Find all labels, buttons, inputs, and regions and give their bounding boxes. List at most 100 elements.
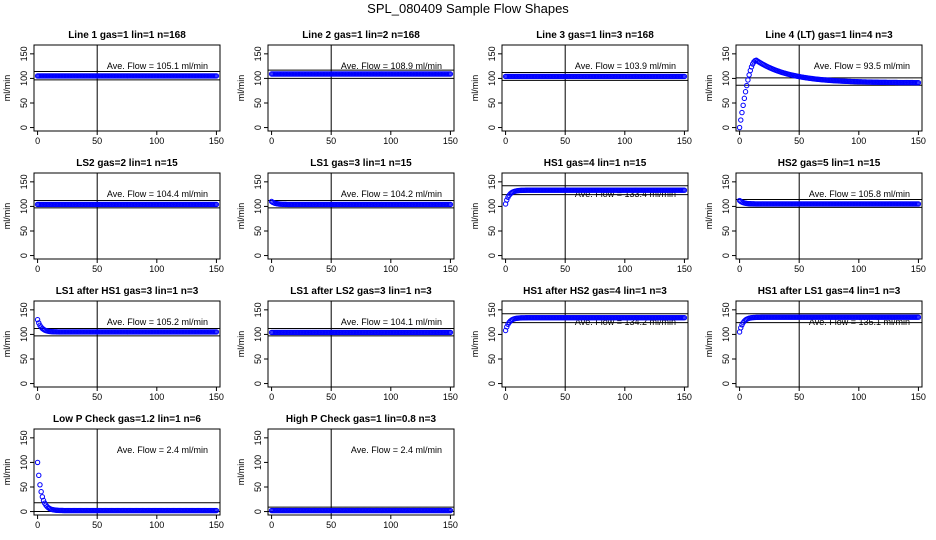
chart-panel: LS2 gas=2 lin=1 n=15 0 50 100 150 0 50 100 150 ml… <box>2 158 224 274</box>
data-point <box>504 324 510 330</box>
x-tick-label: 150 <box>209 264 224 274</box>
x-tick-label: 100 <box>149 264 164 274</box>
chart-panel: Line 1 gas=1 lin=1 n=168 0 50 100 150 0 50 100 1… <box>2 30 224 146</box>
chart-panel: HS1 after LS1 gas=4 lin=1 n=3 0 50 100 150 0 5… <box>704 286 926 402</box>
y-tick-label: 100 <box>253 71 263 86</box>
y-tick-label: 50 <box>19 226 29 236</box>
y-tick-label: 150 <box>721 174 731 189</box>
y-tick-label: 150 <box>487 174 497 189</box>
data-point <box>213 507 220 514</box>
data-point <box>915 201 922 207</box>
x-tick-label: 100 <box>383 392 398 402</box>
x-tick-label: 150 <box>209 392 224 402</box>
x-tick-label: 50 <box>794 392 804 402</box>
data-point <box>740 102 746 109</box>
average-flow-annotation: Ave. Flow = 134.2 ml/min <box>575 317 676 327</box>
y-tick-label: 0 <box>19 381 29 386</box>
data-point <box>738 117 744 123</box>
x-tick-label: 50 <box>794 264 804 274</box>
x-tick-label: 50 <box>92 520 102 530</box>
y-tick-label: 50 <box>721 226 731 236</box>
data-point <box>447 201 454 208</box>
data-point <box>681 187 688 193</box>
x-tick-label: 150 <box>677 136 692 146</box>
y-tick-label: 150 <box>253 174 263 189</box>
x-tick-label: 0 <box>269 264 274 274</box>
y-tick-label: 50 <box>721 98 731 108</box>
y-axis-label: ml/min <box>236 331 246 358</box>
x-tick-label: 150 <box>911 136 926 146</box>
chart-panel: HS1 after HS2 gas=4 lin=1 n=3 0 50 100 150 0 5… <box>470 286 692 402</box>
y-tick-label: 100 <box>487 327 497 342</box>
y-tick-label: 100 <box>19 327 29 342</box>
average-flow-annotation: Ave. Flow = 105.8 ml/min <box>809 189 910 199</box>
x-tick-label: 150 <box>443 520 458 530</box>
y-tick-label: 50 <box>19 482 29 492</box>
y-tick-label: 150 <box>253 302 263 317</box>
x-tick-label: 100 <box>617 392 632 402</box>
x-tick-label: 0 <box>269 392 274 402</box>
plot-frame <box>735 300 923 388</box>
y-tick-label: 150 <box>487 46 497 61</box>
y-tick-label: 0 <box>487 253 497 258</box>
y-tick-label: 150 <box>721 46 731 61</box>
plot-frame <box>267 172 455 260</box>
average-flow-annotation: Ave. Flow = 104.1 ml/min <box>341 317 442 327</box>
data-point <box>739 109 745 116</box>
y-tick-label: 100 <box>19 455 29 470</box>
y-tick-label: 100 <box>19 199 29 214</box>
x-tick-label: 0 <box>503 264 508 274</box>
data-point <box>40 497 47 504</box>
y-tick-label: 150 <box>253 430 263 445</box>
chart-panel: Low P Check gas=1.2 lin=1 n=6 0 50 100 150 0 5… <box>2 414 224 530</box>
x-tick-label: 150 <box>911 392 926 402</box>
average-flow-annotation: Ave. Flow = 135.1 ml/min <box>809 317 910 327</box>
y-axis-label: ml/min <box>704 331 714 358</box>
panel-title: Line 2 gas=1 lin=2 n=168 <box>302 30 420 41</box>
y-tick-label: 50 <box>19 98 29 108</box>
panel-title: Line 1 gas=1 lin=1 n=168 <box>68 30 186 41</box>
y-tick-label: 100 <box>19 71 29 86</box>
y-tick-label: 0 <box>721 381 731 386</box>
panel-title: Low P Check gas=1.2 lin=1 n=6 <box>53 414 201 425</box>
x-tick-label: 50 <box>92 136 102 146</box>
y-tick-label: 150 <box>19 430 29 445</box>
chart-panel: LS1 after LS2 gas=3 lin=1 n=3 0 50 100 150 0 5… <box>236 286 458 402</box>
data-point <box>34 459 41 466</box>
chart-panel: Line 2 gas=1 lin=2 n=168 0 50 100 150 0 50 100 1… <box>236 30 458 146</box>
data-point <box>447 507 454 514</box>
y-tick-label: 150 <box>19 174 29 189</box>
plot-frame <box>267 44 455 132</box>
y-tick-label: 50 <box>487 354 497 364</box>
x-tick-label: 100 <box>617 264 632 274</box>
x-tick-label: 0 <box>269 136 274 146</box>
y-axis-label: ml/min <box>236 75 246 102</box>
x-tick-label: 0 <box>35 136 40 146</box>
y-tick-label: 50 <box>487 226 497 236</box>
plot-frame <box>267 300 455 388</box>
panel-title: HS1 gas=4 lin=1 n=15 <box>544 158 647 169</box>
plot-frame <box>267 428 455 516</box>
panel-title: High P Check gas=1 lin=0.8 n=3 <box>286 414 437 425</box>
y-tick-label: 0 <box>721 253 731 258</box>
y-tick-label: 0 <box>253 253 263 258</box>
x-tick-label: 100 <box>383 264 398 274</box>
plot-frame <box>33 428 221 516</box>
y-tick-label: 100 <box>721 327 731 342</box>
chart-panel: LS1 gas=3 lin=1 n=15 0 50 100 150 0 50 100 150 ml… <box>236 158 458 274</box>
data-point <box>742 89 749 95</box>
plot-frame <box>33 44 221 132</box>
panel-title: LS1 gas=3 lin=1 n=15 <box>310 158 412 169</box>
y-tick-label: 100 <box>487 199 497 214</box>
x-tick-label: 0 <box>35 264 40 274</box>
plot-frame <box>735 172 923 260</box>
y-tick-label: 150 <box>721 302 731 317</box>
x-tick-label: 0 <box>737 136 742 146</box>
panel-title: HS1 after LS1 gas=4 lin=1 n=3 <box>758 286 901 297</box>
panel-title: LS2 gas=2 lin=1 n=15 <box>76 158 178 169</box>
x-tick-label: 0 <box>737 392 742 402</box>
data-point <box>681 315 688 321</box>
x-tick-label: 0 <box>269 520 274 530</box>
y-tick-label: 100 <box>253 199 263 214</box>
